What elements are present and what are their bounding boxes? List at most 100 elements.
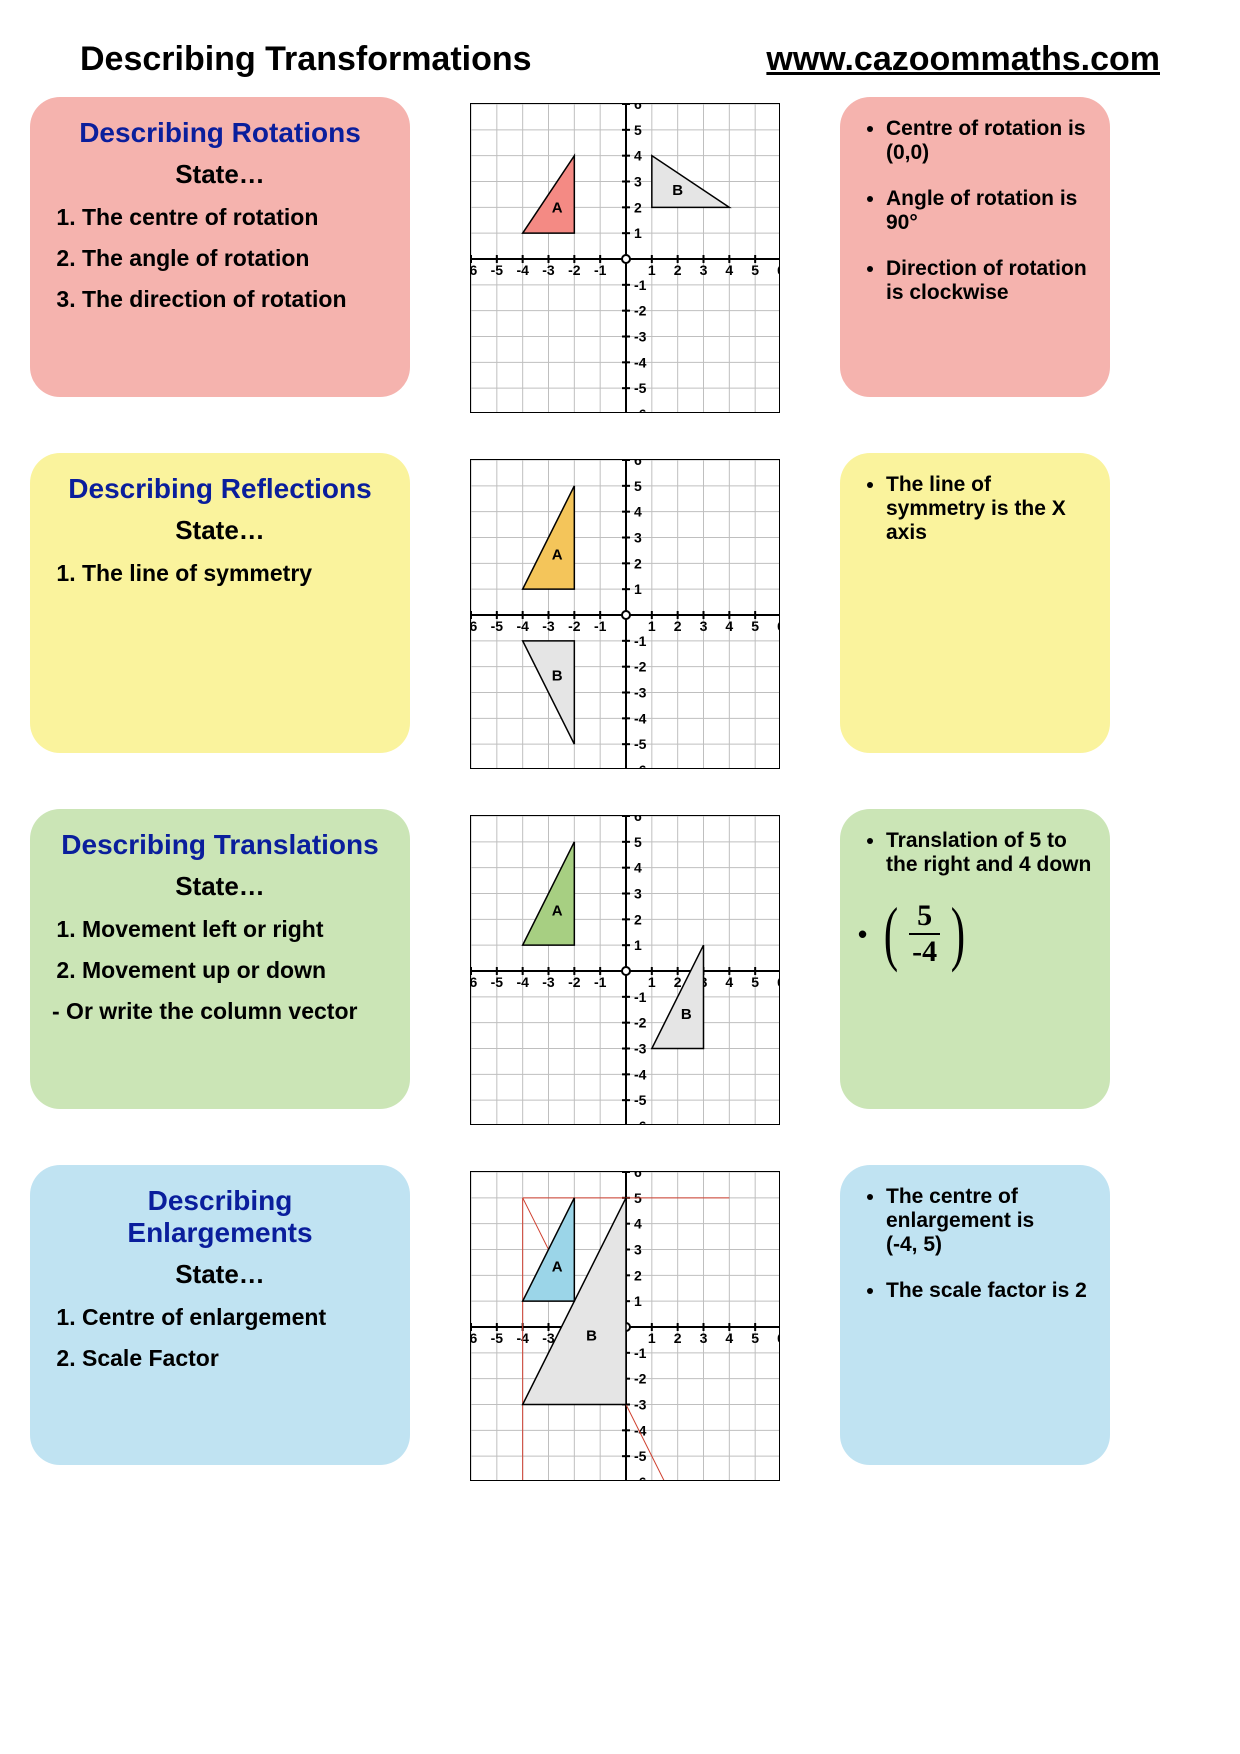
svg-text:5: 5 <box>634 834 642 850</box>
svg-text:-6: -6 <box>470 1330 477 1346</box>
svg-text:B: B <box>586 1328 597 1345</box>
svg-text:-2: -2 <box>634 659 647 675</box>
row-reflections: Describing Reflections State… The line o… <box>30 453 1210 769</box>
bullet-icon: • <box>858 919 867 950</box>
grid-plot: -6-5-4-3-2-1123456-6-5-4-3-2-1123456AB <box>470 103 780 413</box>
svg-text:5: 5 <box>751 1330 759 1346</box>
svg-text:3: 3 <box>634 1242 642 1258</box>
svg-text:6: 6 <box>777 618 780 634</box>
vector-top: 5 <box>909 901 940 935</box>
rotation-list: The centre of rotation The angle of rota… <box>52 204 388 313</box>
svg-text:-3: -3 <box>542 262 555 278</box>
graph-reflections: -6-5-4-3-2-1123456-6-5-4-3-2-1123456AB <box>460 459 790 769</box>
svg-text:6: 6 <box>634 103 642 112</box>
svg-text:1: 1 <box>634 225 642 241</box>
svg-text:-1: -1 <box>594 618 607 634</box>
svg-text:-4: -4 <box>516 262 529 278</box>
svg-text:2: 2 <box>634 555 642 571</box>
page-header: Describing Transformations www.cazoommat… <box>30 40 1210 97</box>
svg-text:-6: -6 <box>634 1474 647 1481</box>
row-translations: Describing Translations State… Movement … <box>30 809 1210 1125</box>
svg-text:-2: -2 <box>634 303 647 319</box>
svg-text:-6: -6 <box>634 406 647 413</box>
svg-text:-2: -2 <box>568 974 581 990</box>
state-label: State… <box>52 1259 388 1290</box>
svg-text:A: A <box>552 1259 563 1276</box>
graph-rotations: -6-5-4-3-2-1123456-6-5-4-3-2-1123456AB <box>460 103 790 413</box>
state-label: State… <box>52 871 388 902</box>
svg-text:-4: -4 <box>634 354 647 370</box>
svg-text:2: 2 <box>674 974 682 990</box>
paren-left-icon: ( <box>884 903 898 964</box>
svg-text:-3: -3 <box>634 329 647 345</box>
list-item: Scale Factor <box>82 1345 388 1372</box>
svg-text:-6: -6 <box>470 974 477 990</box>
svg-text:A: A <box>552 547 563 564</box>
svg-text:-2: -2 <box>568 262 581 278</box>
list-item: Movement up or down <box>82 957 388 984</box>
svg-text:4: 4 <box>725 262 733 278</box>
svg-text:-4: -4 <box>634 710 647 726</box>
card-translations: Describing Translations State… Movement … <box>30 809 410 1109</box>
svg-text:1: 1 <box>634 1293 642 1309</box>
svg-text:-6: -6 <box>470 262 477 278</box>
card-enlargements: Describing Enlargements State… Centre of… <box>30 1165 410 1465</box>
card-title: Describing Enlargements <box>52 1185 388 1249</box>
row-rotations: Describing Rotations State… The centre o… <box>30 97 1210 413</box>
svg-text:2: 2 <box>634 199 642 215</box>
svg-text:6: 6 <box>777 1330 780 1346</box>
card-title: Describing Reflections <box>52 473 388 505</box>
svg-text:-3: -3 <box>542 974 555 990</box>
svg-text:5: 5 <box>634 122 642 138</box>
svg-text:-5: -5 <box>491 974 504 990</box>
list-item: The angle of rotation <box>82 245 388 272</box>
svg-text:6: 6 <box>634 1171 642 1180</box>
svg-text:-5: -5 <box>634 1092 647 1108</box>
answer-item: The centre of enlargement is (-4, 5) <box>886 1185 1092 1257</box>
grid-plot: -6-5-4-3-2-1123456-6-5-4-3-2-1123456AB <box>470 815 780 1125</box>
svg-text:-1: -1 <box>634 633 647 649</box>
svg-text:1: 1 <box>648 974 656 990</box>
svg-text:4: 4 <box>634 148 642 164</box>
svg-text:1: 1 <box>634 581 642 597</box>
svg-text:4: 4 <box>725 1330 733 1346</box>
list-item: The centre of rotation <box>82 204 388 231</box>
svg-text:-2: -2 <box>568 618 581 634</box>
svg-text:A: A <box>552 199 563 216</box>
card-reflections: Describing Reflections State… The line o… <box>30 453 410 753</box>
svg-text:-3: -3 <box>634 685 647 701</box>
vector-notation: ( 5 -4 ) <box>879 899 970 969</box>
svg-text:-6: -6 <box>634 762 647 769</box>
reflection-list: The line of symmetry <box>52 560 388 587</box>
svg-text:3: 3 <box>700 618 708 634</box>
paren-right-icon: ) <box>951 903 965 964</box>
svg-text:1: 1 <box>634 937 642 953</box>
svg-text:-4: -4 <box>634 1066 647 1082</box>
info-rotations: Centre of rotation is (0,0) Angle of rot… <box>840 97 1110 397</box>
svg-text:2: 2 <box>674 1330 682 1346</box>
svg-text:5: 5 <box>751 618 759 634</box>
svg-text:3: 3 <box>700 262 708 278</box>
svg-text:3: 3 <box>634 174 642 190</box>
svg-text:-1: -1 <box>634 1345 647 1361</box>
svg-text:5: 5 <box>634 478 642 494</box>
list-item: Centre of enlargement <box>82 1304 388 1331</box>
svg-text:-1: -1 <box>634 277 647 293</box>
grid-plot: -6-5-4-3-2-1123456-6-5-4-3-2-1123456AB <box>470 459 780 769</box>
svg-text:-4: -4 <box>516 974 529 990</box>
list-item: The direction of rotation <box>82 286 388 313</box>
answer-item: The line of symmetry is the X axis <box>886 473 1092 545</box>
graph-enlargements: -6-5-4-3-2-1123456-6-5-4-3-2-1123456BA <box>460 1171 790 1481</box>
extra-note: - Or write the column vector <box>52 998 388 1025</box>
svg-text:-6: -6 <box>634 1118 647 1125</box>
svg-text:-1: -1 <box>594 974 607 990</box>
answer-item: Angle of rotation is 90° <box>886 187 1092 235</box>
svg-text:3: 3 <box>634 530 642 546</box>
info-translations: Translation of 5 to the right and 4 down… <box>840 809 1110 1109</box>
page: Describing Transformations www.cazoommat… <box>0 0 1240 1551</box>
svg-text:-6: -6 <box>470 618 477 634</box>
svg-text:A: A <box>552 903 563 920</box>
svg-text:-2: -2 <box>634 1015 647 1031</box>
info-reflections: The line of symmetry is the X axis <box>840 453 1110 753</box>
svg-text:-4: -4 <box>516 618 529 634</box>
